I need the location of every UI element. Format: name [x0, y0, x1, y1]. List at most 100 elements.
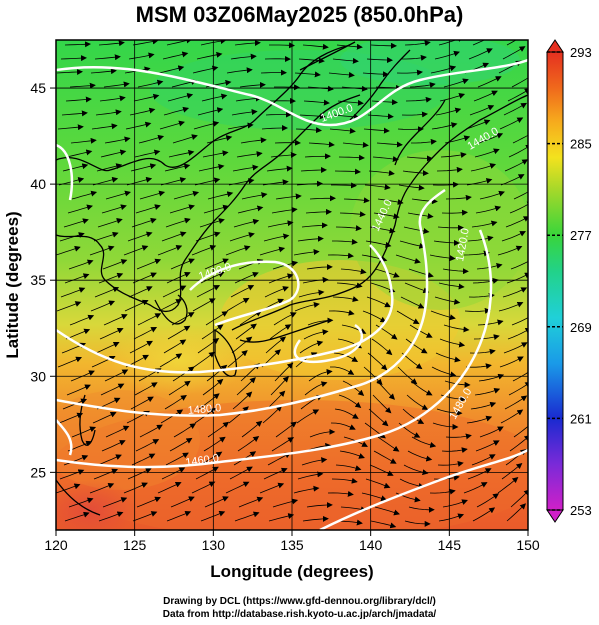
streamline-arrow	[193, 351, 215, 368]
colorbar: 293 285 277 269 261 253	[546, 39, 592, 523]
streamline-arrow	[136, 258, 162, 270]
streamline-arrow	[226, 67, 253, 74]
streamline-arrow	[473, 334, 500, 341]
streamline-arrow	[132, 272, 157, 284]
streamline-arrow	[137, 313, 162, 326]
streamline-arrow	[513, 191, 528, 200]
streamline-arrow	[309, 195, 336, 202]
streamline-arrow	[165, 217, 191, 228]
streamline-arrow	[202, 378, 224, 396]
streamline-arrow	[166, 271, 191, 284]
streamline-arrow	[197, 107, 224, 116]
streamline-arrow	[274, 84, 300, 91]
streamline-arrow	[497, 245, 523, 256]
streamline-arrow	[230, 53, 257, 60]
streamline-arrow	[238, 496, 264, 508]
streamline-arrow	[58, 412, 84, 424]
streamline-arrow	[445, 194, 472, 201]
streamline-arrow	[200, 510, 226, 522]
x-tick-label: 130	[202, 537, 226, 553]
streamline-arrow	[436, 408, 463, 416]
streamline-arrow	[66, 384, 91, 396]
streamline-arrow	[173, 190, 200, 200]
streamline-arrow	[125, 121, 152, 130]
streamline-arrow	[336, 43, 363, 50]
colorbar-tick-label: 277	[570, 228, 592, 243]
streamline-arrow	[438, 40, 464, 46]
streamline-arrow	[64, 41, 91, 48]
streamline-arrow	[441, 209, 468, 216]
streamline-arrow	[464, 307, 491, 314]
streamline-arrow	[294, 301, 320, 312]
streamline-arrow	[402, 408, 425, 424]
streamline-arrow	[432, 181, 459, 188]
colorbar-tick-label: 261	[570, 411, 592, 426]
streamline-arrow	[139, 190, 166, 200]
streamline-arrow	[307, 85, 334, 92]
map-title: MSM 03Z06May2025 (850.0hPa)	[135, 2, 464, 27]
streamline-arrow	[225, 481, 250, 494]
streamline-arrow	[298, 57, 325, 64]
streamline-arrow	[130, 396, 154, 410]
streamline-arrow	[306, 502, 333, 508]
y-axis: 25 30 35 40 45	[30, 80, 56, 480]
streamline-arrow	[202, 150, 229, 158]
streamline-arrow	[234, 271, 259, 284]
streamline-arrow	[430, 65, 457, 74]
streamline-arrow	[128, 286, 153, 298]
streamline-arrow	[406, 394, 429, 410]
streamline-arrow	[163, 106, 190, 116]
streamline-arrow	[436, 166, 463, 173]
streamline-arrow	[340, 268, 367, 275]
streamline-arrow	[132, 511, 158, 522]
streamline-arrow	[131, 453, 156, 466]
streamline-arrow	[300, 167, 327, 173]
streamline-arrow	[129, 340, 153, 354]
streamline-arrow	[132, 40, 159, 46]
streamline-arrow	[397, 366, 418, 385]
streamline-arrow	[506, 272, 528, 284]
streamline-arrow	[103, 81, 130, 88]
colorbar-min-arrow	[546, 509, 564, 523]
streamline-arrow	[330, 422, 356, 430]
streamline-arrow	[468, 48, 493, 60]
streamline-arrow	[97, 454, 122, 466]
streamline-arrow	[272, 498, 299, 508]
streamline-arrow	[100, 383, 125, 396]
colorbar-tick-label: 269	[570, 320, 592, 335]
streamline-arrow	[502, 46, 526, 60]
streamline-arrow	[399, 240, 426, 249]
streamline-arrow	[59, 469, 85, 480]
streamline-arrow	[197, 338, 220, 354]
streamline-arrow	[471, 454, 496, 466]
streamline-arrow	[237, 205, 264, 214]
streamline-arrow	[327, 490, 354, 497]
streamline-arrow	[92, 411, 117, 424]
streamline-arrow	[309, 428, 336, 438]
streamline-arrow	[239, 310, 262, 326]
streamline-arrow	[98, 272, 124, 284]
streamline-arrow	[64, 273, 90, 284]
streamline-arrow	[234, 511, 260, 522]
streamline-arrow	[167, 92, 194, 102]
streamline-arrow	[191, 244, 217, 256]
y-tick-label: 45	[30, 80, 46, 96]
streamline-arrow	[90, 68, 117, 75]
streamline-arrow	[406, 155, 433, 162]
streamline-arrow	[293, 249, 320, 256]
streamline-arrow	[139, 424, 163, 438]
streamline-arrow	[409, 324, 433, 338]
streamline-arrow	[375, 84, 402, 91]
streamline-arrow	[333, 113, 360, 120]
streamline-arrow	[465, 363, 492, 370]
streamline-arrow	[104, 369, 129, 382]
streamline-arrow	[133, 327, 158, 340]
streamline-arrow	[370, 520, 397, 529]
streamline-arrow	[508, 381, 528, 396]
streamline-arrow	[430, 310, 456, 321]
streamline-arrow	[159, 120, 185, 130]
streamline-arrow	[467, 235, 494, 242]
streamline-arrow	[500, 409, 524, 424]
x-axis-label: Longitude (degrees)	[210, 562, 373, 581]
streamline-arrow	[304, 381, 328, 396]
